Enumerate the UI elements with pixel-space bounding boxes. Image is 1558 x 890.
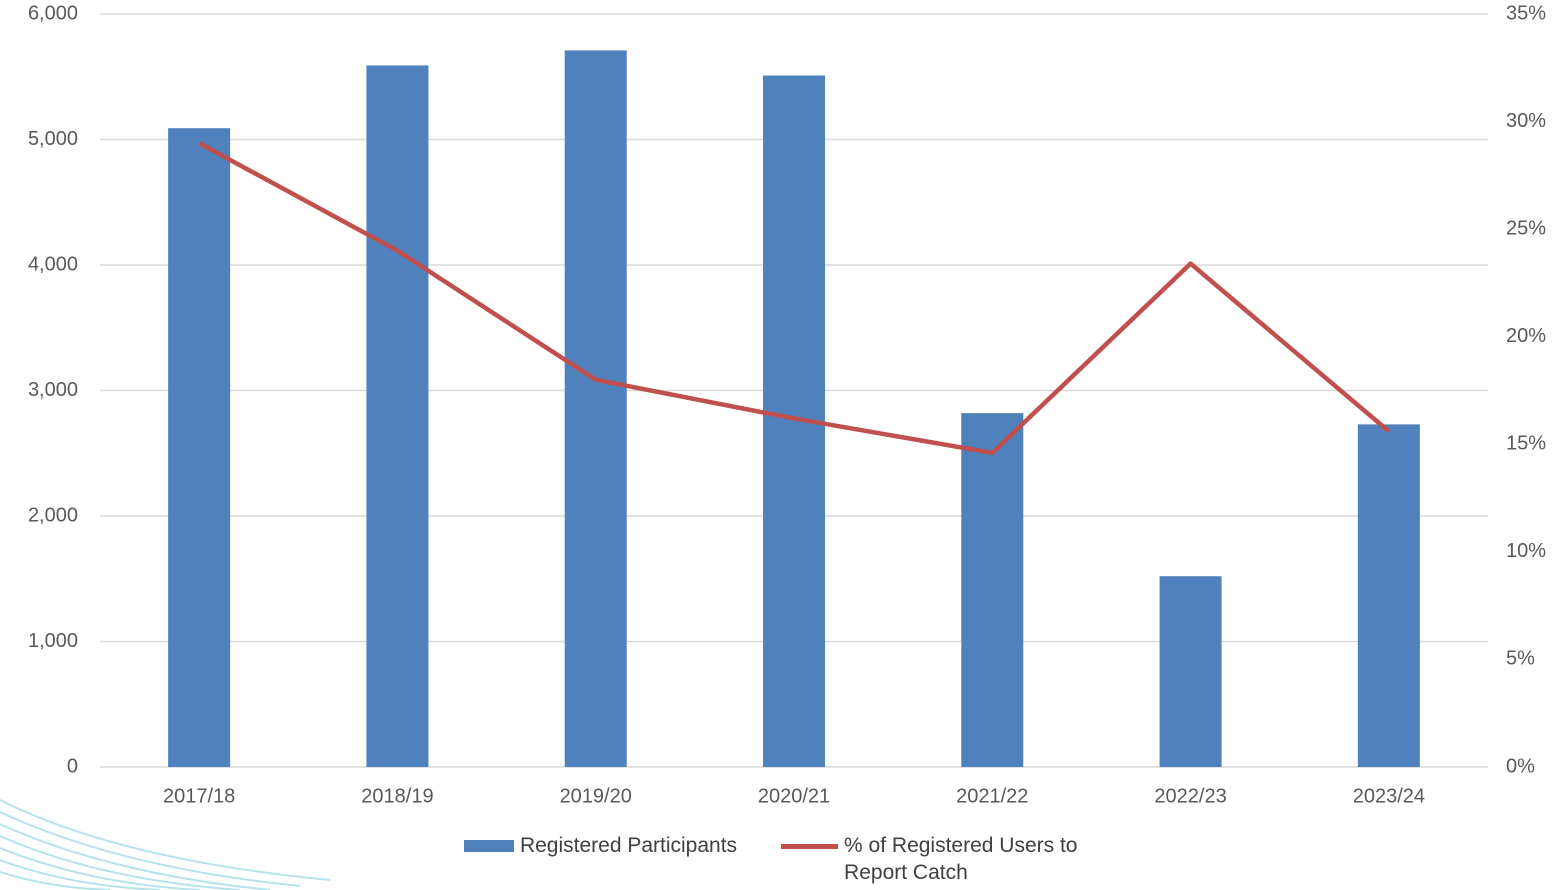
y2-tick-label: 25% (1506, 217, 1546, 239)
bar (961, 413, 1024, 767)
bar (1357, 424, 1420, 767)
y2-tick-label: 15% (1506, 433, 1546, 455)
y2-tick-label: 35% (1506, 2, 1546, 24)
y2-tick-label: 0% (1506, 755, 1535, 777)
legend-label: Registered Participants (519, 834, 738, 857)
y-tick-label: 2,000 (28, 504, 78, 526)
x-tick-label: 2022/23 (1154, 785, 1226, 807)
y-tick-label: 1,000 (28, 630, 78, 652)
y-tick-label: 4,000 (28, 253, 78, 275)
x-tick-label: 2017/18 (163, 785, 235, 807)
legend: Registered Participants % of Registered U… (0, 832, 1558, 886)
legend-label: % of Registered Users to Report Catch (844, 834, 1078, 884)
y2-tick-label: 30% (1506, 110, 1546, 132)
y-tick-label: 3,000 (28, 379, 78, 401)
bar (168, 128, 231, 767)
decoration (0, 799, 331, 890)
y2-tick-label: 5% (1506, 648, 1535, 670)
legend-item: Registered Participants (463, 832, 738, 886)
y-tick-label: 0 (67, 755, 78, 777)
y2-tick-label: 20% (1506, 325, 1546, 347)
bar (1159, 576, 1222, 767)
line (198, 141, 1391, 456)
x-tick-label: 2023/24 (1353, 785, 1425, 807)
x-tick-label: 2020/21 (758, 785, 830, 807)
y-tick-label: 5,000 (28, 128, 78, 150)
bar (366, 65, 429, 767)
bar (564, 50, 627, 767)
x-tick-label: 2019/20 (560, 785, 632, 807)
x-tick-label: 2018/19 (361, 785, 433, 807)
x-tick-label: 2021/22 (956, 785, 1028, 807)
legend-symbol (781, 844, 839, 849)
y-tick-label: 6,000 (28, 2, 78, 24)
legend-item: % of Registered Users to Report Catch (781, 832, 1094, 886)
y2-tick-label: 10% (1506, 540, 1546, 562)
legend-symbol (463, 840, 514, 852)
